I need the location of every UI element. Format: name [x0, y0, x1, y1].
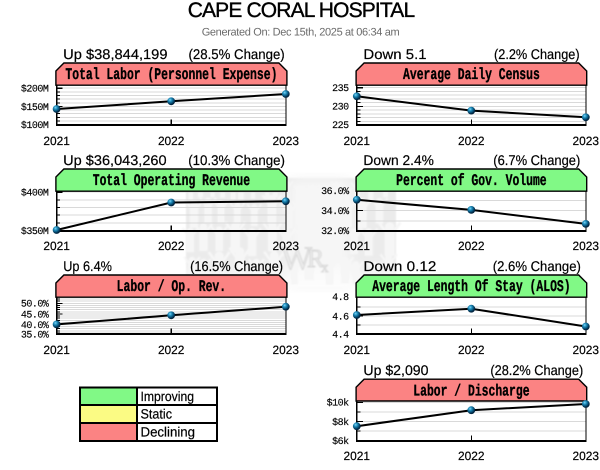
svg-text:2021: 2021 — [43, 134, 70, 148]
svg-text:2021: 2021 — [344, 343, 371, 357]
svg-text:Up 6.4%: Up 6.4% — [63, 258, 112, 274]
svg-text:34.0%: 34.0% — [321, 207, 349, 218]
svg-text:2023: 2023 — [273, 134, 300, 148]
svg-text:Labor / Discharge: Labor / Discharge — [413, 383, 529, 401]
svg-text:32.0%: 32.0% — [321, 227, 349, 238]
svg-text:2021: 2021 — [43, 239, 70, 253]
svg-text:Down 5.1: Down 5.1 — [363, 46, 426, 62]
svg-text:(28.5% Change): (28.5% Change) — [189, 46, 285, 62]
svg-text:$6k: $6k — [332, 436, 349, 448]
svg-text:2021: 2021 — [344, 134, 371, 148]
svg-text:2021: 2021 — [43, 343, 70, 357]
svg-text:35.0%: 35.0% — [21, 330, 49, 341]
svg-text:2023: 2023 — [273, 343, 300, 357]
svg-text:2022: 2022 — [458, 449, 485, 463]
svg-text:Static: Static — [141, 406, 173, 421]
svg-text:2021: 2021 — [344, 239, 371, 253]
svg-text:(10.3% Change): (10.3% Change) — [188, 152, 285, 168]
svg-text:$150M: $150M — [21, 102, 49, 114]
svg-text:$400M: $400M — [21, 188, 49, 200]
svg-text:2023: 2023 — [573, 449, 600, 463]
svg-text:2023: 2023 — [573, 239, 600, 253]
svg-text:$350M: $350M — [21, 226, 49, 238]
svg-text:Percent of Gov. Volume: Percent of Gov. Volume — [396, 172, 547, 190]
svg-text:Up $2,090: Up $2,090 — [363, 362, 428, 378]
svg-text:2023: 2023 — [273, 239, 300, 253]
svg-text:Total Operating Revenue: Total Operating Revenue — [93, 172, 250, 190]
svg-text:(6.7% Change): (6.7% Change) — [493, 152, 580, 168]
svg-text:230: 230 — [332, 103, 349, 114]
svg-text:45.0%: 45.0% — [21, 310, 49, 321]
svg-text:2022: 2022 — [458, 239, 485, 253]
svg-text:Generated On: Dec 15th, 2025 a: Generated On: Dec 15th, 2025 at 06:34 am — [202, 27, 400, 39]
svg-text:2022: 2022 — [458, 343, 485, 357]
svg-text:Improving: Improving — [141, 389, 195, 404]
svg-text:Down 0.12: Down 0.12 — [363, 258, 436, 274]
svg-text:2023: 2023 — [573, 134, 600, 148]
svg-text:Average Daily Census: Average Daily Census — [403, 66, 540, 84]
svg-text:4.8: 4.8 — [332, 293, 349, 304]
svg-text:(28.2% Change): (28.2% Change) — [490, 362, 583, 378]
svg-text:2022: 2022 — [158, 343, 185, 357]
svg-text:235: 235 — [332, 84, 349, 95]
svg-text:2022: 2022 — [458, 134, 485, 148]
svg-text:225: 225 — [332, 121, 349, 132]
svg-text:x: x — [321, 260, 329, 276]
svg-text:W: W — [281, 241, 313, 277]
svg-text:$100M: $100M — [21, 120, 49, 132]
svg-text:$10k: $10k — [327, 398, 350, 410]
svg-text:4.4: 4.4 — [332, 331, 349, 342]
svg-text:4.6: 4.6 — [332, 312, 349, 323]
svg-text:Average Length Of Stay (ALOS): Average Length Of Stay (ALOS) — [372, 278, 570, 296]
svg-text:2021: 2021 — [344, 449, 371, 463]
svg-text:Declining: Declining — [141, 424, 196, 439]
svg-text:36.0%: 36.0% — [321, 187, 349, 198]
svg-text:2022: 2022 — [158, 239, 185, 253]
svg-text:2022: 2022 — [158, 134, 185, 148]
svg-text:2023: 2023 — [573, 343, 600, 357]
svg-text:Up $38,844,199: Up $38,844,199 — [63, 46, 168, 62]
svg-text:Labor / Op. Rev.: Labor / Op. Rev. — [117, 278, 226, 296]
svg-text:Up $36,043,260: Up $36,043,260 — [63, 152, 167, 168]
svg-text:40.0%: 40.0% — [21, 321, 49, 332]
svg-text:Total Labor (Personnel Expense: Total Labor (Personnel Expense) — [65, 66, 277, 84]
svg-text:R: R — [307, 244, 325, 273]
svg-text:(2.6% Change): (2.6% Change) — [493, 258, 581, 274]
svg-text:(2.2% Change): (2.2% Change) — [494, 46, 580, 62]
svg-text:Down 2.4%: Down 2.4% — [363, 152, 434, 168]
svg-text:$200M: $200M — [21, 84, 49, 96]
svg-text:(16.5% Change): (16.5% Change) — [190, 258, 283, 274]
svg-text:50.0%: 50.0% — [21, 300, 49, 311]
svg-text:CAPE CORAL HOSPITAL: CAPE CORAL HOSPITAL — [188, 0, 415, 22]
svg-text:$8k: $8k — [332, 417, 349, 429]
